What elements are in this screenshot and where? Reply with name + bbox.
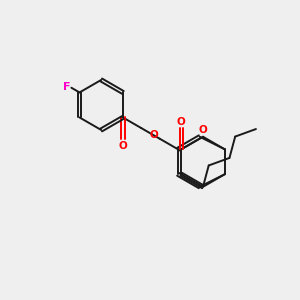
Text: F: F: [63, 82, 70, 92]
Text: O: O: [150, 130, 158, 140]
Text: O: O: [177, 117, 186, 127]
Text: O: O: [199, 125, 207, 135]
Text: O: O: [118, 141, 127, 151]
